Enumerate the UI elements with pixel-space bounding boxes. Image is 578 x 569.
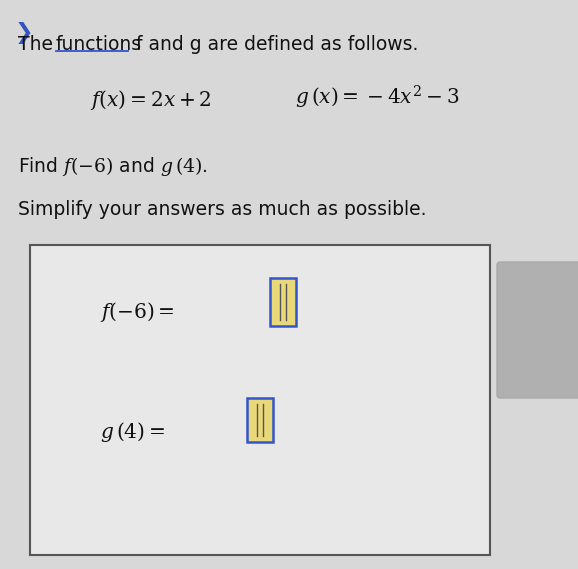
Text: f and g are defined as follows.: f and g are defined as follows. bbox=[130, 35, 418, 54]
Text: Simplify your answers as much as possible.: Simplify your answers as much as possibl… bbox=[18, 200, 427, 219]
Text: The: The bbox=[18, 35, 59, 54]
FancyBboxPatch shape bbox=[247, 398, 273, 442]
FancyBboxPatch shape bbox=[270, 278, 296, 326]
Text: Find $f(-6)$ and $g\,(4)$.: Find $f(-6)$ and $g\,(4)$. bbox=[18, 155, 208, 178]
Text: $g\,(4) =$: $g\,(4) =$ bbox=[100, 420, 165, 444]
FancyBboxPatch shape bbox=[497, 262, 578, 398]
Text: ❯: ❯ bbox=[15, 22, 34, 44]
Text: $f(x)=2x+2$: $f(x)=2x+2$ bbox=[90, 88, 212, 112]
Text: functions: functions bbox=[56, 35, 142, 54]
Text: $g\,(x)=-4x^2-3$: $g\,(x)=-4x^2-3$ bbox=[295, 84, 460, 111]
FancyBboxPatch shape bbox=[30, 245, 490, 555]
Text: $f(-6) =$: $f(-6) =$ bbox=[100, 300, 175, 324]
